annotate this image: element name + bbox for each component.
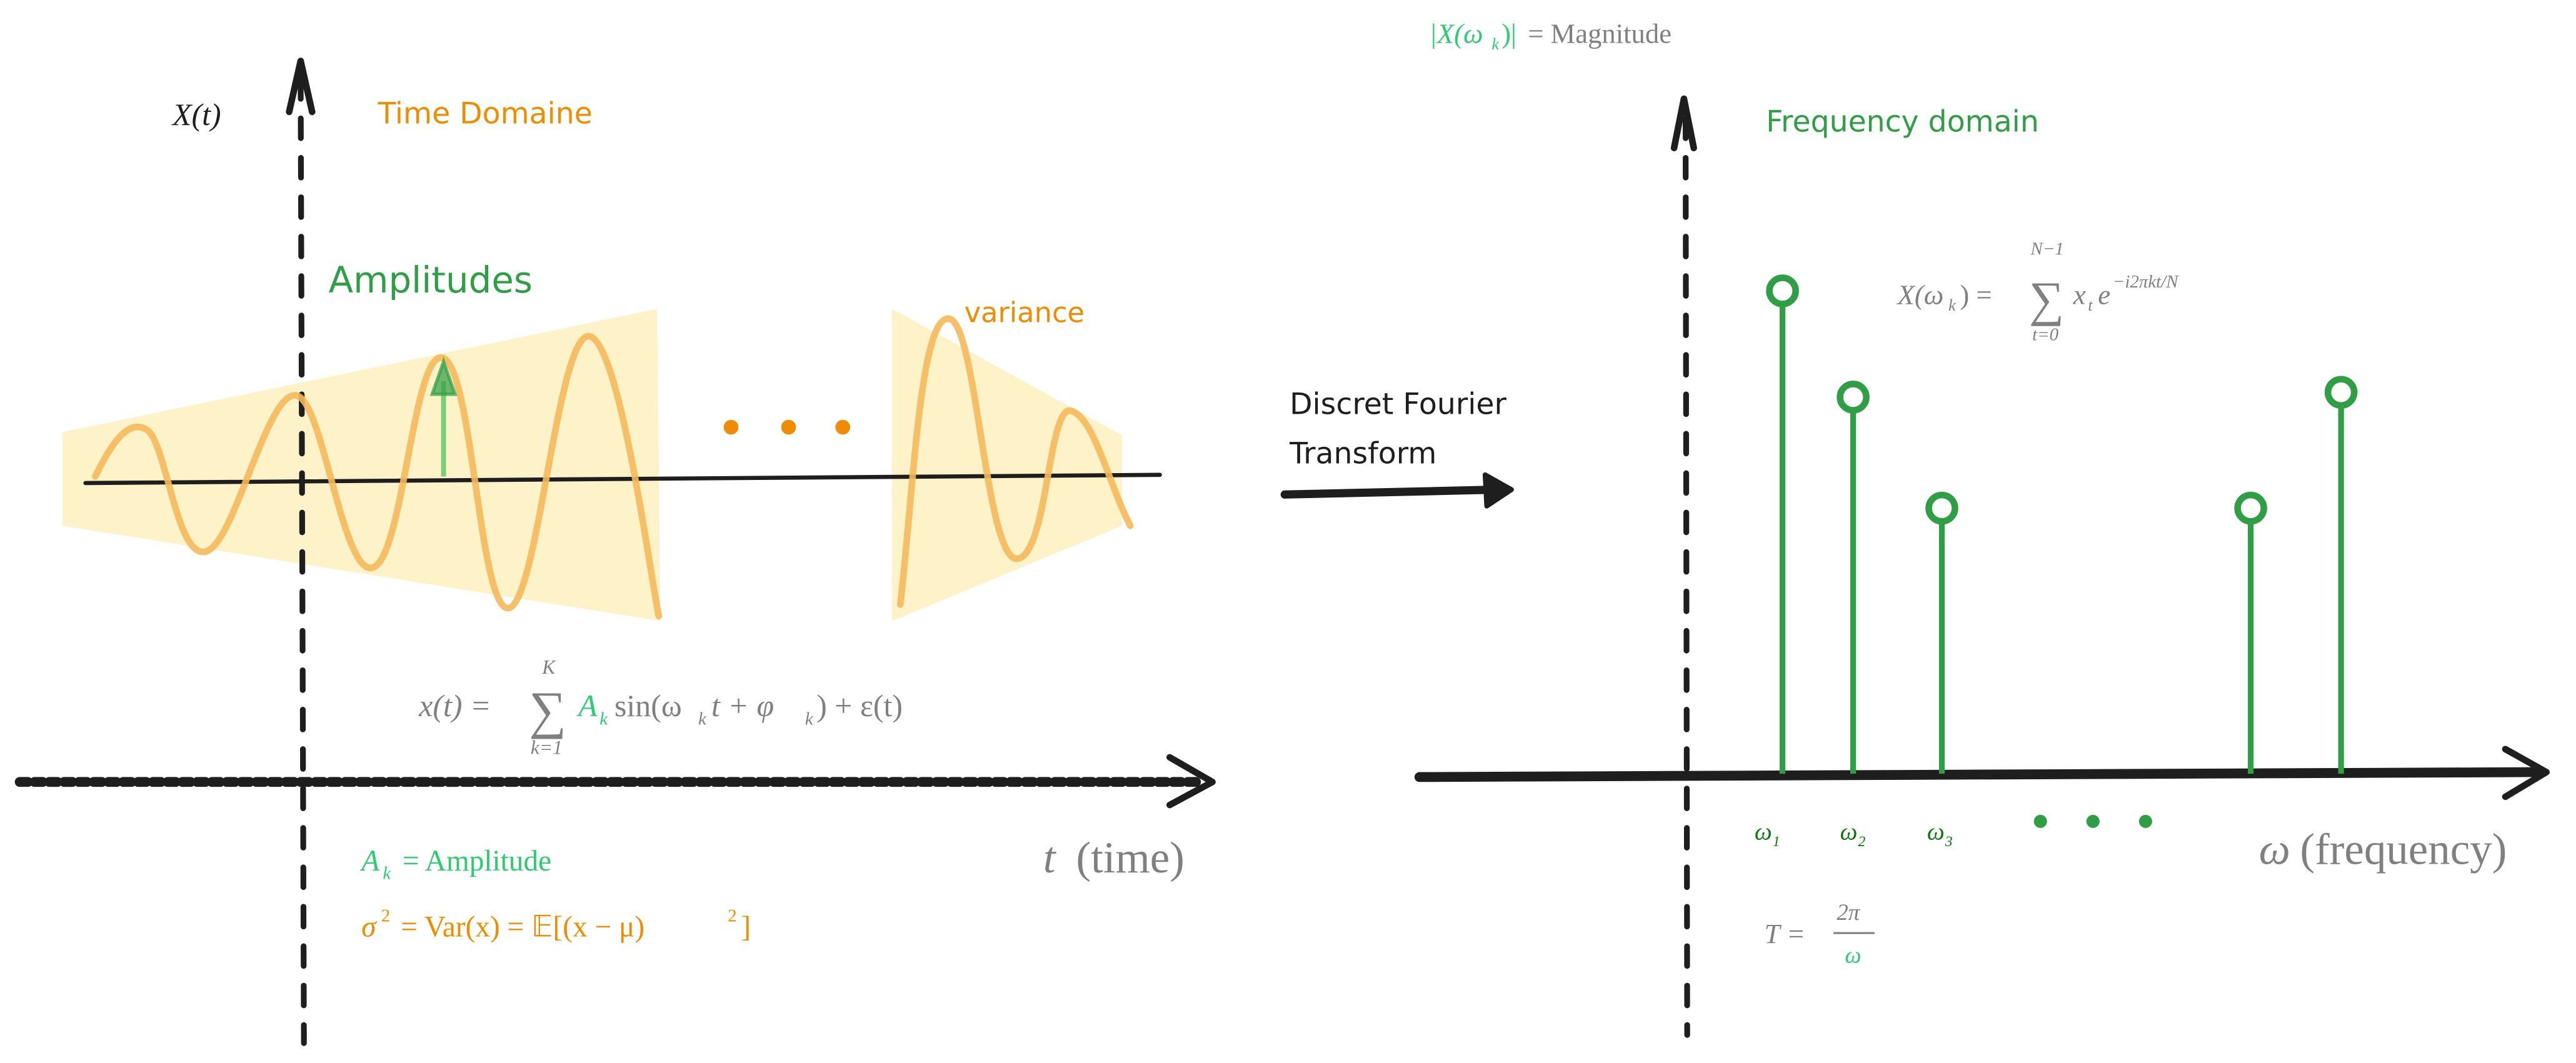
- signal-wave-right: [896, 315, 1134, 608]
- variance-envelope-right: [892, 309, 1123, 621]
- dft-term: x: [2073, 279, 2086, 310]
- frequency-text: (frequency): [2300, 826, 2507, 874]
- dft-exp-base: e: [2098, 279, 2110, 310]
- stem-marker: [1766, 274, 1799, 307]
- sum-lower: k=1: [531, 737, 563, 759]
- variance-label: variance: [965, 296, 1085, 329]
- sum-symbol: ∑: [529, 682, 566, 740]
- dft-sum-symbol: ∑: [2029, 272, 2064, 327]
- stem-marker: [2234, 491, 2267, 525]
- transform-label-line1: Discret Fourier: [1290, 387, 1506, 422]
- formula-sin: sin(ω: [614, 689, 682, 723]
- time-y-axis-arrowhead: [286, 57, 316, 116]
- omega-sub: k: [698, 709, 707, 729]
- dft-formula: X(ω k ) = ∑ N−1 t=0 x t e −i2πkt/N: [1897, 239, 2180, 345]
- amp-def-lhs: A: [359, 845, 380, 877]
- amplitude-definition: A k = Amplitude: [359, 845, 551, 883]
- time-y-axis-label: X(t): [171, 97, 221, 132]
- signal-baseline: [83, 472, 1162, 486]
- amp-sub: k: [599, 709, 608, 729]
- frequency-x-axis-arrowhead: [2502, 746, 2550, 801]
- mag-rhs: = Magnitude: [1528, 18, 1671, 49]
- amplitudes-label: Amplitudes: [329, 259, 533, 301]
- signal-wave-left: [92, 332, 663, 620]
- stem-marker: [1925, 491, 1958, 525]
- ellipsis-dot: [2033, 814, 2047, 828]
- amp-def-sub: k: [383, 863, 391, 883]
- tick-label-omega2: ω: [1840, 817, 1858, 845]
- var-def-end: ]: [741, 911, 751, 943]
- tick-sub-3: 3: [1945, 834, 1953, 850]
- formula-lhs: x(t) =: [418, 689, 491, 723]
- var-def-sup2: 2: [728, 906, 736, 926]
- mag-sub: k: [1491, 35, 1500, 53]
- phi-sub: k: [805, 709, 814, 729]
- frequency-x-axis-label: ω (frequency): [2259, 826, 2507, 874]
- omega-var: ω: [2259, 826, 2290, 874]
- ellipsis-dot: [781, 419, 796, 435]
- spectrum-stems: [1766, 274, 2358, 774]
- ellipsis-dot: [723, 419, 739, 435]
- dft-sum-lower: t=0: [2032, 324, 2059, 344]
- formula-phase: t + φ: [711, 689, 774, 723]
- transform-arrow-shaft: [1280, 485, 1503, 499]
- tick-sub-1: 1: [1773, 834, 1780, 850]
- frequency-tick-labels: ω 1 ω 2 ω 3: [1755, 817, 1953, 850]
- dft-exp: −i2πkt/N: [2113, 272, 2179, 292]
- amplitude-arrowhead-icon: [429, 356, 458, 396]
- dft-lhs: X(ω: [1897, 279, 1944, 310]
- tick-label-omega1: ω: [1755, 817, 1772, 845]
- period-definition: T = 2π ω: [1765, 899, 1875, 967]
- frequency-x-axis: [1414, 767, 2543, 782]
- period-num: 2π: [1837, 899, 1860, 925]
- time-text: (time): [1076, 834, 1184, 882]
- dft-term-sub: t: [2088, 296, 2093, 314]
- signal-formula: x(t) = ∑ K k=1 A k sin(ω k t + φ k ) + ε…: [418, 656, 903, 759]
- amp-def-rhs: = Amplitude: [403, 845, 551, 877]
- dft-lhs-sub: k: [1948, 296, 1957, 314]
- tick-label-omega3: ω: [1927, 817, 1945, 845]
- frequency-y-axis: [1682, 115, 1690, 1038]
- variance-definition: σ 2 = Var(x) = 𝔼[(x − μ) 2 ]: [361, 906, 751, 944]
- var-def-sup: 2: [381, 906, 390, 926]
- time-var: t: [1043, 834, 1057, 882]
- dft-sum-upper: N−1: [2030, 239, 2063, 259]
- var-def-rhs: = Var(x) = 𝔼[(x − μ): [401, 911, 644, 943]
- magnitude-definition: |X(ω k )| = Magnitude: [1430, 18, 1672, 54]
- period-lhs: T =: [1765, 918, 1805, 949]
- stem-marker: [2324, 376, 2358, 409]
- time-domain-title: Time Domaine: [377, 96, 592, 131]
- transform-arrowhead-icon: [1482, 472, 1514, 509]
- variance-envelope-left: [62, 309, 661, 621]
- frequency-y-axis-arrowhead: [1670, 95, 1697, 152]
- var-def-lhs: σ: [361, 911, 377, 943]
- amp-symbol: A: [576, 689, 598, 723]
- time-y-axis: [298, 76, 307, 1046]
- dft-lhs-end: ) =: [1960, 279, 1992, 310]
- ellipsis-dot: [2138, 814, 2152, 828]
- ellipsis-dot: [2086, 814, 2100, 828]
- ellipsis-dot: [835, 419, 851, 435]
- time-x-axis-label: t (time): [1043, 834, 1185, 882]
- tick-sub-2: 2: [1858, 834, 1865, 850]
- period-den: ω: [1845, 942, 1861, 967]
- mag-lhs-end: )|: [1501, 18, 1516, 49]
- frequency-domain-title: Frequency domain: [1766, 105, 2039, 139]
- mag-lhs: |X(ω: [1430, 18, 1483, 49]
- time-x-axis-arrowhead: [1166, 754, 1216, 809]
- transform-label-line2: Transform: [1289, 436, 1436, 471]
- stem-marker: [1837, 381, 1870, 414]
- formula-noise: ) + ε(t): [816, 689, 903, 723]
- sum-upper: K: [541, 656, 556, 678]
